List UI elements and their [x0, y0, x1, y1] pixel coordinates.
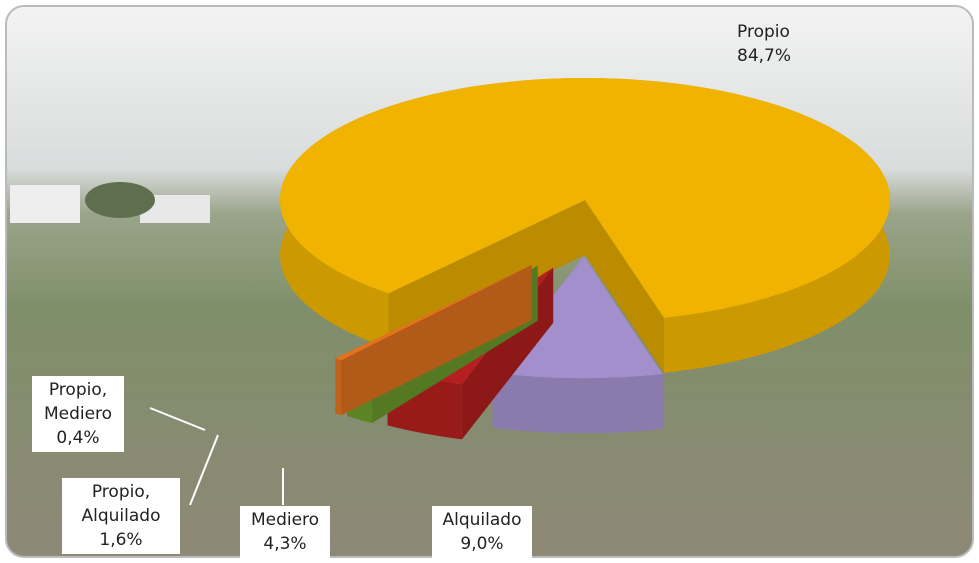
value-label: 0,4%: [56, 428, 100, 448]
category-label: Propio: [737, 22, 790, 42]
slice-top: [335, 264, 532, 361]
value-label: 4,3%: [263, 534, 307, 554]
slice: [492, 256, 663, 434]
slice-label: Propio, Mediero 0,4%: [32, 376, 124, 452]
category-label: Mediero: [250, 510, 320, 530]
slice-label: Propio 84,7%: [733, 18, 833, 70]
slice-side: [492, 372, 663, 434]
category-label: Alquilado: [442, 510, 522, 530]
value-label: 84,7%: [737, 46, 792, 66]
slice-label: Alquilado 9,0%: [432, 506, 532, 558]
slice-wall: [585, 200, 664, 373]
category-label: Propio, Mediero: [43, 380, 113, 424]
slice-label: Propio, Alquilado 1,6%: [62, 478, 180, 554]
slice-top: [280, 78, 890, 318]
slice-label: Mediero 4,3%: [240, 506, 330, 558]
category-label: Propio, Alquilado: [81, 482, 161, 526]
pie: [280, 78, 890, 440]
value-label: 1,6%: [99, 530, 143, 550]
slice-top: [492, 256, 663, 379]
slice-side: [335, 358, 342, 416]
leader-line: [149, 407, 206, 431]
slice-wall: [335, 264, 532, 414]
value-label: 9,0%: [460, 534, 504, 554]
leader-line: [189, 434, 219, 506]
leaders: [149, 407, 284, 506]
slice: [335, 264, 532, 416]
